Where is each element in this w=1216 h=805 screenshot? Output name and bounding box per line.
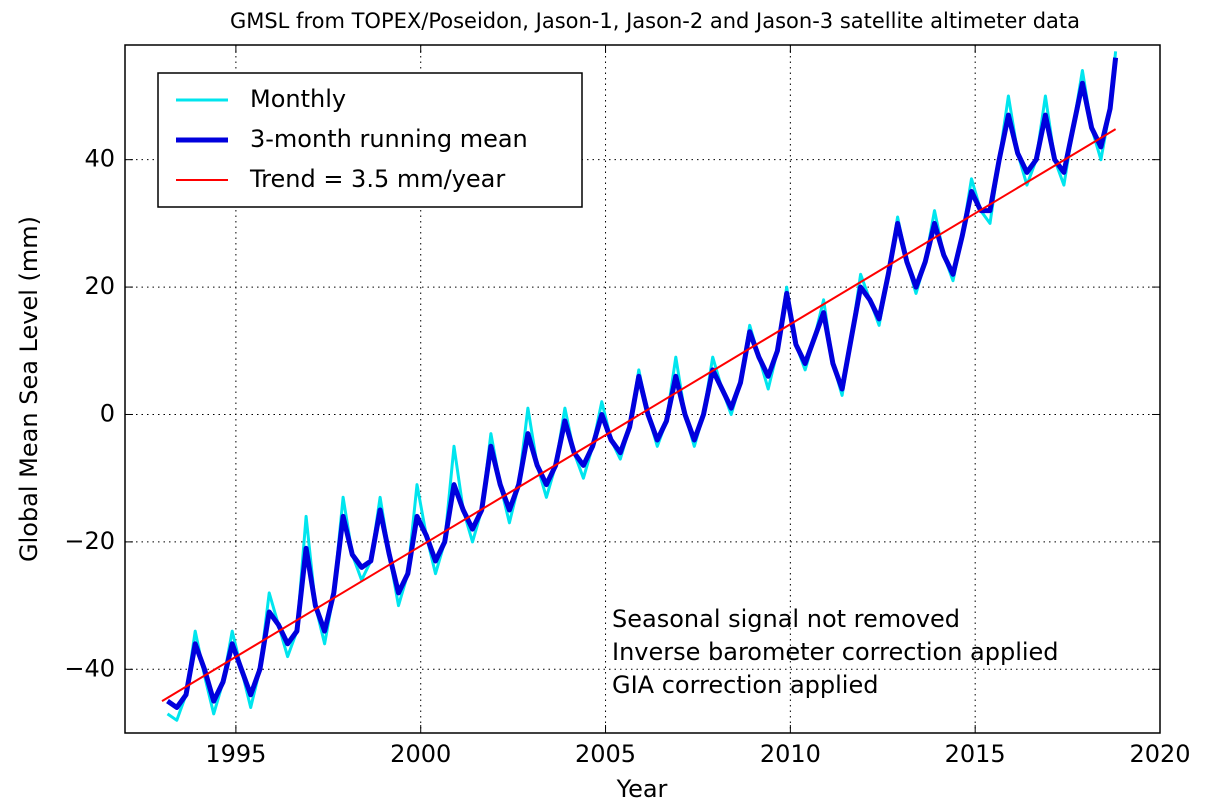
x-tick-label: 2010 [760,740,821,768]
legend-label: 3-month running mean [250,125,528,153]
x-axis-label: Year [616,775,668,803]
annotation: Seasonal signal not removed [612,605,960,633]
x-tick-label: 2015 [945,740,1006,768]
y-axis-label: Global Mean Sea Level (mm) [15,216,43,562]
y-tick-label: −20 [64,527,115,555]
legend-box [157,72,583,208]
series-line [161,128,1117,702]
annotation: GIA correction applied [612,671,878,699]
x-tick-label: 2000 [390,740,451,768]
y-tick-label: −40 [64,654,115,682]
chart-title: GMSL from TOPEX/Poseidon, Jason-1, Jason… [230,9,1080,33]
annotation: Inverse barometer correction applied [612,638,1059,666]
y-tick-label: 20 [84,272,115,300]
plot-frame [124,44,1161,734]
series-line [166,57,1119,710]
x-tick-label: 1995 [205,740,266,768]
y-tick-label: 40 [84,145,115,173]
x-tick-label: 2020 [1129,740,1190,768]
legend-label: Trend = 3.5 mm/year [249,165,505,193]
y-tick-label: 0 [100,399,115,427]
legend-label: Monthly [250,85,346,113]
x-tick-label: 2005 [575,740,636,768]
